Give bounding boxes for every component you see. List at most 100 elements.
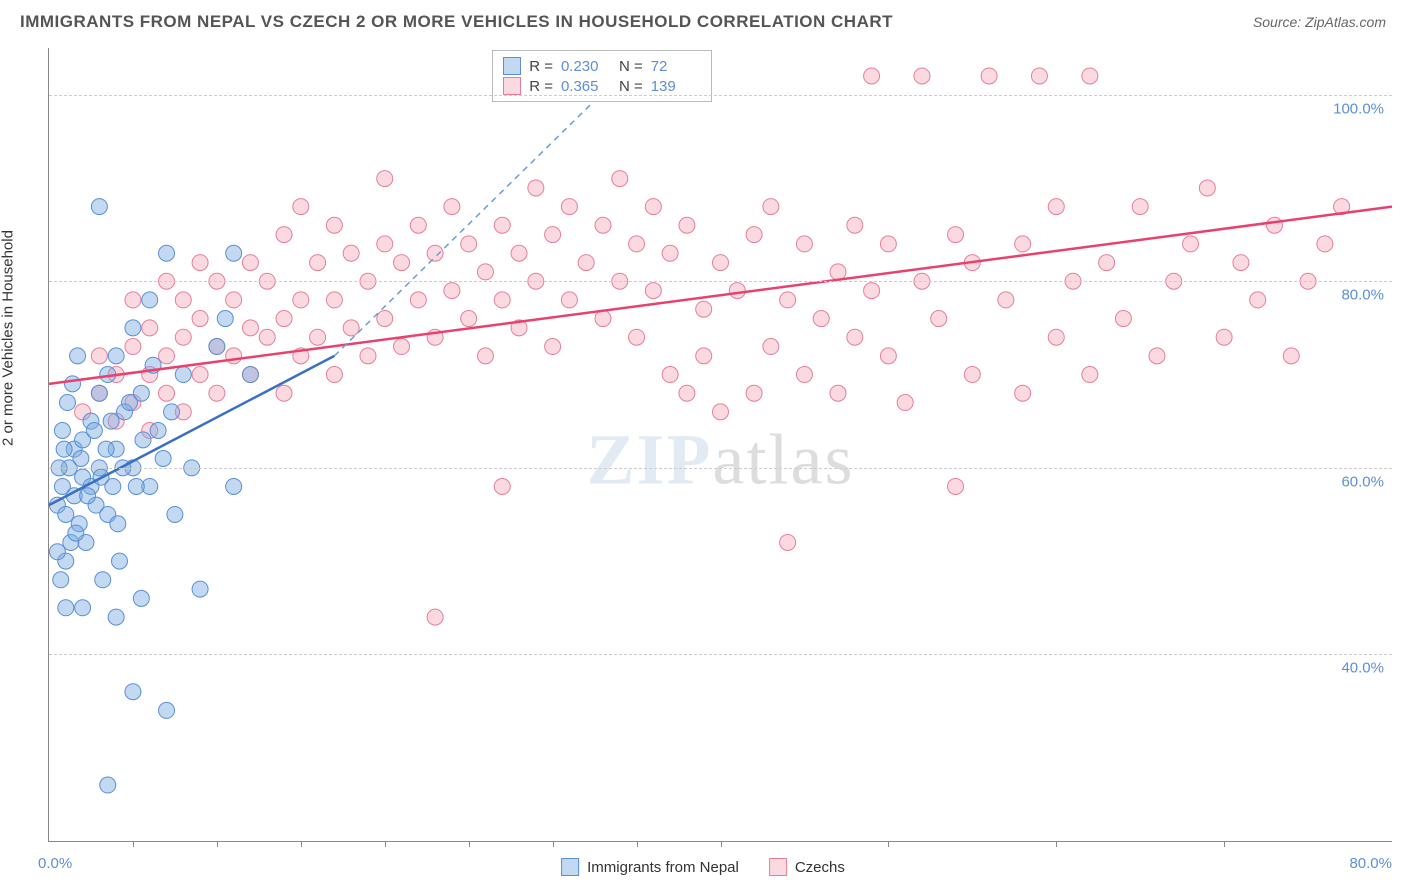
scatter-point-nepal [167,506,183,522]
legend-item-series1: Immigrants from Nepal [561,858,739,876]
x-tick [1224,841,1225,847]
y-tick-label: 40.0% [1341,660,1384,677]
scatter-point-czechs [175,292,191,308]
trend-line-czechs [49,207,1392,384]
scatter-point-czechs [276,311,292,327]
scatter-point-nepal [91,385,107,401]
scatter-point-nepal [91,199,107,215]
scatter-point-czechs [796,367,812,383]
scatter-point-czechs [763,339,779,355]
scatter-point-czechs [192,255,208,271]
chart-title: IMMIGRANTS FROM NEPAL VS CZECH 2 OR MORE… [20,12,893,32]
scatter-point-czechs [696,301,712,317]
scatter-point-czechs [847,329,863,345]
scatter-point-czechs [948,227,964,243]
scatter-point-czechs [494,478,510,494]
scatter-point-nepal [159,245,175,261]
scatter-point-nepal [56,441,72,457]
y-tick-label: 80.0% [1341,287,1384,304]
x-tick [637,841,638,847]
scatter-point-czechs [880,236,896,252]
scatter-point-nepal [209,339,225,355]
x-axis-end-label: 80.0% [1349,855,1392,872]
scatter-point-czechs [880,348,896,364]
scatter-point-nepal [125,684,141,700]
grid-line [49,654,1392,655]
r-label-2: R = [529,78,553,95]
scatter-point-czechs [931,311,947,327]
scatter-point-czechs [1015,236,1031,252]
scatter-point-czechs [175,329,191,345]
scatter-point-nepal [133,590,149,606]
scatter-point-czechs [159,348,175,364]
scatter-point-nepal [159,702,175,718]
scatter-point-czechs [427,245,443,261]
scatter-point-nepal [217,311,233,327]
scatter-point-czechs [780,534,796,550]
scatter-point-czechs [746,227,762,243]
scatter-point-czechs [1149,348,1165,364]
scatter-point-czechs [796,236,812,252]
scatter-point-czechs [444,199,460,215]
scatter-point-czechs [377,236,393,252]
scatter-point-czechs [293,292,309,308]
scatter-point-czechs [1132,199,1148,215]
scatter-point-czechs [276,385,292,401]
scatter-point-nepal [142,292,158,308]
swatch-series2 [503,77,521,95]
scatter-point-czechs [1048,199,1064,215]
legend-swatch-series1 [561,858,579,876]
x-tick [721,841,722,847]
scatter-point-czechs [813,311,829,327]
scatter-point-nepal [68,525,84,541]
scatter-point-czechs [477,348,493,364]
scatter-point-czechs [159,385,175,401]
scatter-point-nepal [226,478,242,494]
scatter-point-nepal [226,245,242,261]
scatter-point-czechs [192,367,208,383]
scatter-point-nepal [175,367,191,383]
scatter-point-czechs [1250,292,1266,308]
legend-label-series2: Czechs [795,859,845,876]
scatter-point-czechs [1099,255,1115,271]
scatter-point-czechs [410,292,426,308]
legend-label-series1: Immigrants from Nepal [587,859,739,876]
scatter-point-nepal [103,413,119,429]
scatter-point-czechs [293,199,309,215]
source-value: ZipAtlas.com [1305,14,1386,30]
scatter-point-czechs [545,339,561,355]
x-axis-start-label: 0.0% [38,855,72,872]
scatter-point-czechs [780,292,796,308]
scatter-point-czechs [897,395,913,411]
y-tick-label: 100.0% [1333,100,1384,117]
scatter-point-czechs [343,320,359,336]
scatter-point-czechs [662,367,678,383]
scatter-point-czechs [645,199,661,215]
scatter-point-czechs [864,283,880,299]
scatter-point-czechs [612,171,628,187]
scatter-point-czechs [1082,367,1098,383]
scatter-point-czechs [326,217,342,233]
scatter-point-nepal [122,395,138,411]
scatter-point-czechs [981,68,997,84]
chart-plot-area: ZIPatlas R = 0.230 N = 72 R = 0.365 N = … [48,48,1392,842]
scatter-point-czechs [394,339,410,355]
scatter-point-czechs [192,311,208,327]
scatter-point-czechs [1183,236,1199,252]
y-axis-title: 2 or more Vehicles in Household [0,230,17,446]
scatter-point-czechs [662,245,678,261]
scatter-point-nepal [58,600,74,616]
x-tick [133,841,134,847]
scatter-point-czechs [326,367,342,383]
r-value-2: 0.365 [561,78,611,95]
scatter-point-czechs [629,329,645,345]
scatter-point-nepal [58,506,74,522]
n-label-2: N = [619,78,643,95]
scatter-point-czechs [595,311,611,327]
n-value-1: 72 [651,58,701,75]
source-attribution: Source: ZipAtlas.com [1253,14,1386,30]
scatter-point-czechs [561,199,577,215]
legend-swatch-series2 [769,858,787,876]
scatter-point-czechs [343,245,359,261]
scatter-point-czechs [427,609,443,625]
